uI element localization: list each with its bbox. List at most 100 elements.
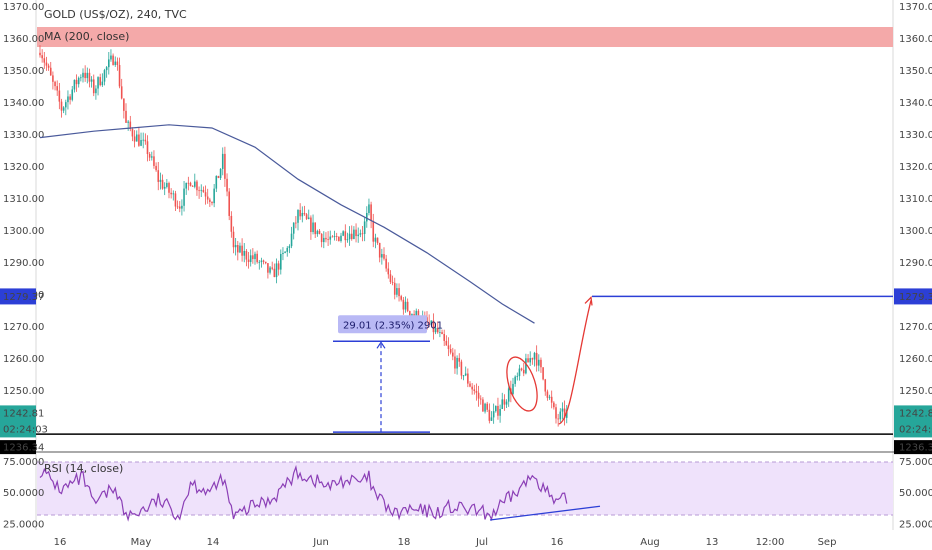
candle-body [273,268,276,278]
candle-body [249,255,252,263]
candle-body [254,253,256,260]
candle-body [516,376,519,377]
candle-body [525,358,527,374]
chart-title: GOLD (US$/OZ), 240, TVC [44,8,187,21]
candle-body [56,86,58,91]
candle-body [447,345,450,350]
time-axis[interactable]: 16 May 14 Jun 18 Jul 16 Aug 13 12:00 Sep [54,537,837,548]
price-tick-label: 1270.00 [3,322,44,333]
time-tick-label: 12:00 [756,537,785,548]
candle-body [204,192,207,197]
candle-body [340,235,342,241]
candle-body [314,222,316,235]
candle-body [482,399,484,412]
candle-body [170,192,172,195]
candle-body [533,352,536,360]
time-tick-label: Jul [475,537,488,548]
svg-text:02:24:03: 02:24:03 [899,424,932,435]
candle-body [243,250,246,256]
candle-body [84,72,86,79]
candle-body [325,237,327,240]
svg-text:02:24:03: 02:24:03 [3,424,48,435]
candle-body [105,67,108,71]
candle-body [488,409,491,421]
candle-body [176,206,179,208]
candle-body [359,233,362,235]
ma-legend-label[interactable]: MA (200, close) [44,30,129,43]
candle-body [462,375,465,377]
candle-body [507,388,510,402]
candle-body [269,267,271,273]
candle-body [376,237,379,243]
candle-body [331,236,334,238]
candle-body [387,268,390,275]
candle-body [200,189,203,191]
candle-body [73,79,76,90]
rsi-tick-label: 25.0000 [899,519,932,530]
candle-body [381,254,383,258]
projection-arrow[interactable] [558,300,592,425]
candle-body [329,236,332,240]
candle-body [75,79,78,85]
candle-body [260,260,263,262]
candle-body [62,107,65,111]
candle-body [368,204,370,213]
candle-body [129,121,132,129]
rsi-trendline[interactable] [489,505,601,521]
candle-body [501,399,504,409]
candle-body [213,188,215,204]
candle-body [194,181,196,187]
pattern-ellipse[interactable] [501,353,543,414]
candle-body [353,229,355,240]
badge-support-left: 1236.34 [0,440,44,455]
candle-body [323,237,325,243]
price-tick-label: 1360.00 [3,34,44,45]
candle-body [355,229,357,237]
candle-body [316,230,319,235]
candle-body [383,254,385,259]
candle-body [295,222,297,224]
candle-body [357,234,359,237]
candle-body [284,251,286,253]
candle-body [385,258,387,269]
candle-body [47,65,50,68]
candle-body [110,55,112,60]
price-tick-label: 1290.00 [899,258,932,269]
candle-body [71,89,74,100]
candle-body [67,96,69,103]
candle-body [181,205,183,209]
candle-body [346,239,349,241]
badge-last-right: 1242.81 02:24:03 [894,405,932,438]
candle-body [363,221,366,234]
svg-text:1236.34: 1236.34 [3,443,44,454]
candle-body [155,165,157,171]
candle-body [271,267,273,269]
price-tick-label: 1350.00 [899,66,932,77]
candle-body [239,245,241,253]
candle-body [469,383,471,387]
candle-body [335,236,338,237]
candle-body [555,407,557,419]
candle-body [166,183,168,187]
candle-body [151,156,153,158]
candle-body [99,77,101,86]
candle-body [565,409,568,418]
candle-body [475,390,478,393]
rsi-label[interactable]: RSI (14, close) [44,462,123,475]
candle-body [221,153,224,169]
candle-body [187,182,190,184]
candle-body [370,204,372,221]
time-tick-label: 16 [54,537,67,548]
candle-body [245,250,248,260]
candle-body [484,403,486,412]
measure-label-box [338,315,427,334]
candle-body [114,61,117,65]
candle-body [544,379,547,392]
candle-body [557,418,559,420]
time-tick-label: Sep [818,537,837,548]
candle-body [232,231,235,248]
candle-body [146,141,149,155]
candle-body [256,253,258,263]
candle-body [49,67,52,76]
